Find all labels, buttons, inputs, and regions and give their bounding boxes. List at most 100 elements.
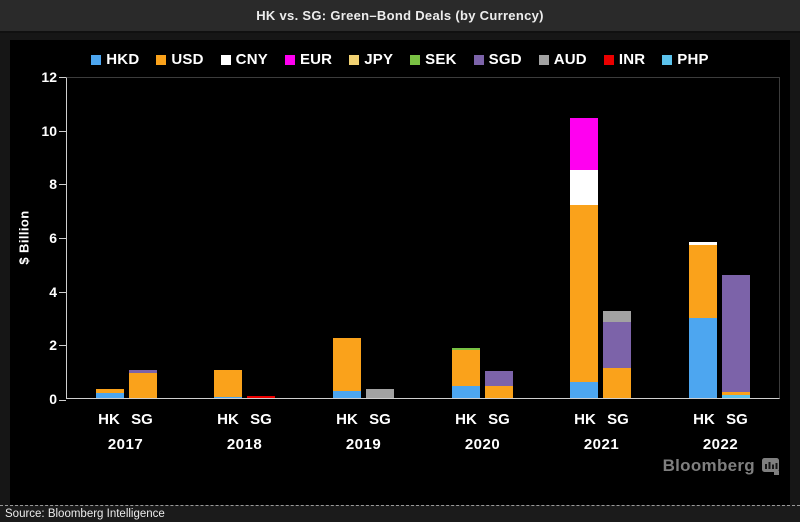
- x-label-2017-hk: HK: [98, 411, 120, 428]
- bar-label-group-2021: HK SG: [571, 411, 632, 428]
- year-label-2022: 2022: [702, 436, 739, 453]
- year-label-2019: 2019: [345, 436, 382, 453]
- bar-2018-sg: [247, 396, 276, 398]
- bar-2021-sg: [603, 310, 632, 398]
- bloomberg-logo: Bloomberg: [663, 456, 781, 476]
- legend-swatch-usd: [156, 54, 167, 65]
- y-tick-mark-8: [59, 184, 66, 186]
- bar-2019-sg: [366, 388, 395, 398]
- chart-panel: HKD USD CNY EUR JPY SEK SGD AUD INR PHP $ Billion…: [10, 40, 790, 505]
- bar-group-2018: [214, 369, 276, 398]
- y-tick-mark-6: [59, 238, 66, 239]
- bar-2021-hk: [570, 117, 599, 398]
- bar-2022-sg: [722, 275, 751, 398]
- year-label-2018: 2018: [226, 436, 263, 453]
- legend-swatch-aud: [538, 54, 549, 65]
- legend-swatch-inr: [603, 54, 614, 65]
- bar-segment-usd: [722, 392, 751, 395]
- legend-item-cny: CNY: [220, 51, 268, 68]
- x-label-2018-hk: HK: [217, 411, 239, 428]
- bar-segment-inr: [247, 396, 276, 398]
- y-tick-label-6: 6: [49, 230, 57, 246]
- bar-segment-aud: [603, 310, 632, 322]
- x-label-2018-sg: SG: [250, 411, 272, 428]
- chart-title: HK vs. SG: Green–Bond Deals (by Currency…: [256, 8, 544, 23]
- legend-label: INR: [618, 51, 646, 68]
- y-tick-label-12: 12: [41, 69, 57, 85]
- year-label-2020: 2020: [464, 436, 501, 453]
- source-bar: Source: Bloomberg Intelligence: [0, 505, 800, 522]
- year-label-2021: 2021: [583, 436, 620, 453]
- bar-group-2017: [95, 369, 157, 398]
- bloomberg-wordmark: Bloomberg: [662, 456, 755, 475]
- bar-2017-hk: [95, 388, 124, 398]
- bar-segment-hkd: [451, 385, 480, 398]
- bar-2020-sg: [484, 371, 513, 398]
- bar-segment-eur: [570, 117, 599, 170]
- y-tick-label-4: 4: [49, 283, 57, 300]
- legend-item-usd: USD: [156, 51, 203, 68]
- bar-segment-hkd: [333, 391, 362, 398]
- chart-header-bar: HK vs. SG: Green–Bond Deals (by Currency…: [0, 0, 800, 33]
- bar-segment-hkd: [570, 381, 599, 398]
- x-label-2017-sg: SG: [131, 411, 153, 428]
- legend-item-inr: INR: [603, 51, 646, 68]
- legend-label: PHP: [677, 51, 709, 68]
- bars-container: [67, 78, 779, 398]
- bar-segment-usd: [451, 349, 480, 386]
- bar-segment-sgd: [722, 275, 751, 393]
- bar-label-group-2018: HK SG: [214, 411, 275, 428]
- y-tick-label-8: 8: [49, 176, 57, 193]
- bar-segment-sgd: [603, 321, 632, 369]
- legend-swatch-jpy: [349, 54, 360, 65]
- bar-group-2022: [689, 242, 751, 398]
- bar-2020-hk: [451, 347, 480, 398]
- y-tick-label-2: 2: [49, 337, 57, 354]
- legend-label: EUR: [299, 51, 333, 68]
- legend-swatch-hkd: [91, 54, 102, 65]
- legend-swatch-sgd: [473, 54, 484, 65]
- bar-segment-hkd: [95, 392, 124, 398]
- x-label-2021-sg: SG: [607, 411, 629, 428]
- x-label-2020-sg: SG: [488, 411, 510, 428]
- y-tick-label-0: 0: [49, 391, 57, 407]
- bar-label-group-2017: HK SG: [95, 411, 156, 428]
- bar-segment-sgd: [128, 369, 157, 373]
- bar-label-group-2022: HK SG: [690, 411, 751, 428]
- legend-item-sek: SEK: [410, 51, 456, 68]
- bar-label-group-2020: HK SG: [452, 411, 513, 428]
- x-label-2022-sg: SG: [726, 411, 748, 428]
- bar-label-group-2019: HK SG: [333, 411, 394, 428]
- x-label-2020-hk: HK: [455, 411, 477, 428]
- legend-label: CNY: [235, 51, 268, 68]
- legend-swatch-php: [662, 54, 673, 65]
- legend-swatch-cny: [220, 54, 231, 65]
- legend-item-aud: AUD: [538, 51, 587, 68]
- legend-label: SEK: [425, 51, 457, 68]
- x-axis-year-labels: 2017 2018 2019 2020 2021 2022: [66, 436, 780, 453]
- legend-swatch-sek: [410, 54, 421, 65]
- bar-segment-usd: [603, 368, 632, 398]
- bar-segment-usd: [333, 337, 362, 392]
- bar-group-2021: [570, 117, 632, 398]
- y-tick-mark-10: [59, 130, 66, 132]
- legend-item-eur: EUR: [284, 51, 333, 68]
- bar-segment-sgd: [484, 371, 513, 386]
- bar-segment-usd: [689, 245, 718, 318]
- bloomberg-terminal-icon: [762, 457, 779, 475]
- legend: HKD USD CNY EUR JPY SEK SGD AUD INR PHP: [10, 51, 790, 68]
- legend-item-hkd: HKD: [91, 51, 139, 68]
- legend-label: HKD: [106, 51, 140, 68]
- x-label-2019-sg: SG: [369, 411, 391, 428]
- year-label-2017: 2017: [107, 436, 144, 453]
- bar-segment-usd: [570, 204, 599, 382]
- bar-2019-hk: [333, 337, 362, 398]
- bar-segment-usd: [484, 385, 513, 398]
- bar-group-2020: [451, 347, 513, 398]
- bar-segment-cny: [689, 242, 718, 246]
- legend-label: USD: [171, 51, 204, 68]
- legend-label: JPY: [364, 51, 394, 68]
- bar-2022-hk: [689, 242, 718, 398]
- bar-segment-sek: [451, 347, 480, 350]
